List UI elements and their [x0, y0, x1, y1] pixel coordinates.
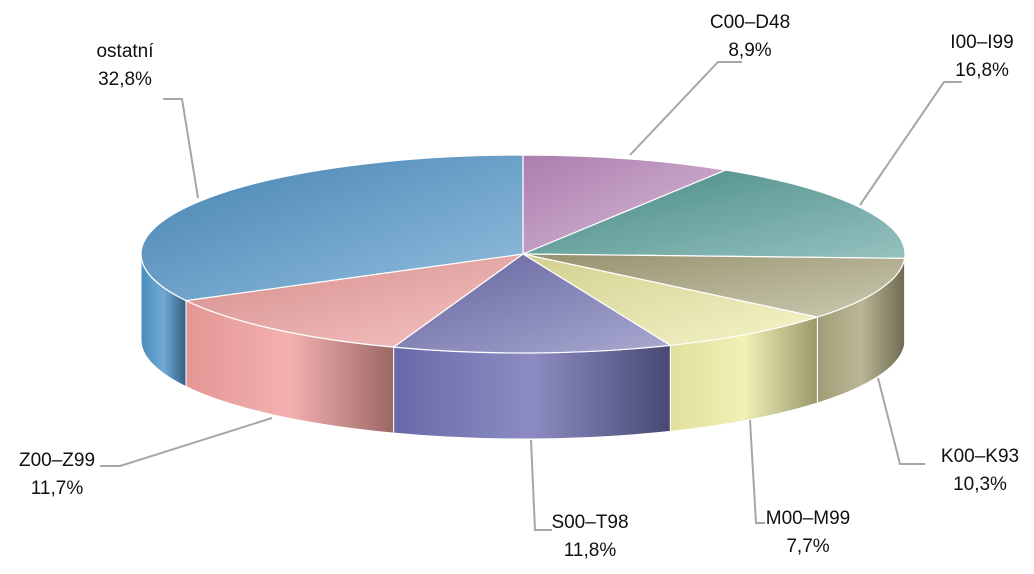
slice-label-k00–k93: K00–K93 — [941, 446, 1019, 467]
leader-line-ostatní — [163, 99, 198, 198]
leader-line-z00–z99 — [100, 418, 272, 466]
leader-line-k00–k93 — [878, 378, 925, 464]
slice-label-s00–t98: S00–T98 — [551, 512, 628, 533]
slice-label-ostatní: ostatní — [96, 41, 154, 62]
leader-line-i00–i99 — [860, 82, 962, 205]
leader-line-c00–d48 — [630, 62, 742, 155]
leader-line-s00–t98 — [531, 440, 552, 530]
slice-value-i00–i99: 16,8% — [955, 60, 1009, 81]
slice-value-z00–z99: 11,7% — [31, 478, 84, 499]
leader-line-m00–m99 — [750, 420, 765, 523]
slice-value-k00–k93: 10,3% — [953, 474, 1007, 495]
pie-wall-s00–t98 — [394, 345, 671, 439]
slice-value-m00–m99: 7,7% — [786, 536, 829, 557]
slice-value-ostatní: 32,8% — [98, 69, 152, 90]
slice-label-m00–m99: M00–M99 — [766, 508, 851, 529]
slice-label-z00–z99: Z00–Z99 — [19, 450, 95, 471]
slice-label-c00–d48: C00–D48 — [710, 12, 790, 33]
slice-value-s00–t98: 11,8% — [564, 540, 617, 561]
slice-value-c00–d48: 8,9% — [728, 40, 771, 61]
slice-label-i00–i99: I00–I99 — [950, 32, 1013, 53]
pie-top-faces — [141, 155, 905, 353]
